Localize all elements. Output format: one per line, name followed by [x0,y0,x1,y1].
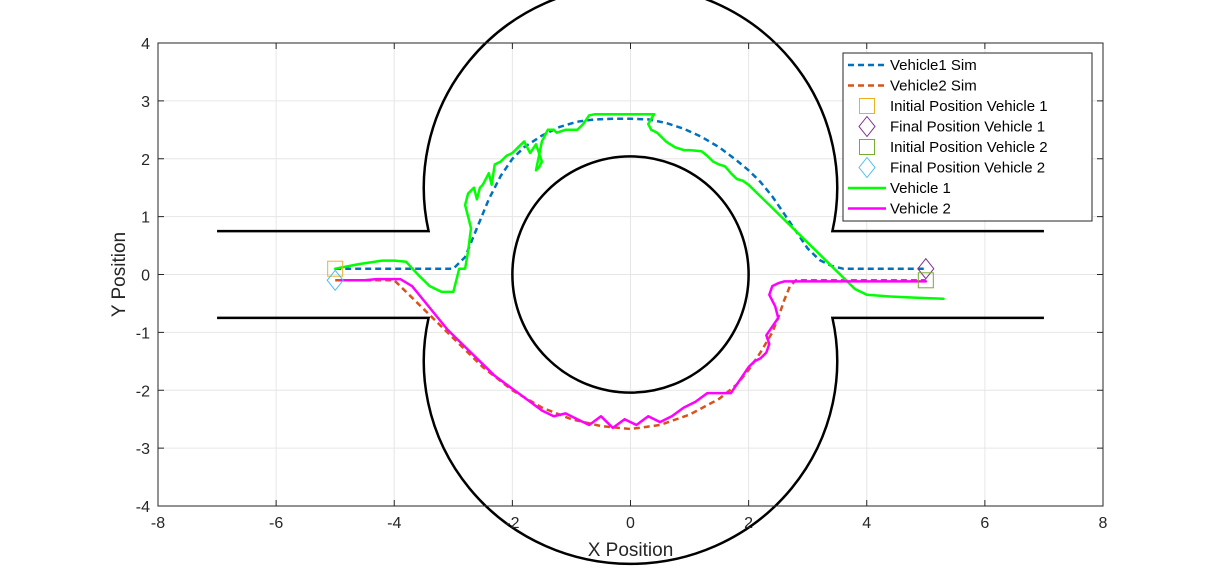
y-tick-label: -1 [136,325,150,342]
series-layer [333,112,945,431]
outer-boundary-bottom [217,316,1044,566]
tick-layer: -8 -6 -4 -2 0 2 4 6 8 -4 -3 -2 -1 0 1 2 3 4 [136,36,1108,532]
y-tick-label: 1 [141,210,150,227]
legend-swatch-initial-position-vehicle-1 [859,98,875,114]
track-outline [217,0,1044,566]
y-tick-label: 3 [141,94,150,111]
x-tick-label: -2 [505,515,519,532]
legend-label-initial-position-vehicle-1: Initial Position Vehicle 1 [890,98,1048,115]
y-tick-label: 0 [141,268,150,285]
y-axis-label: Y Position [109,232,130,317]
legend-swatch-final-position-vehicle-1 [858,115,876,138]
x-tick-label: 0 [626,515,635,532]
legend-label-vehicle-1: Vehicle 1 [890,180,951,197]
x-tick-label: -4 [387,515,401,532]
legend-box [842,52,1093,222]
legend-label-initial-position-vehicle-2: Initial Position Vehicle 2 [890,139,1048,156]
x-tick-label: 4 [862,515,871,532]
legend-swatch-final-position-vehicle-2 [858,156,876,179]
y-tick-label: -2 [136,383,150,400]
x-axis-label: X Position [588,540,674,561]
legend-swatch-initial-position-vehicle-2 [859,139,875,155]
y-tick-label: 2 [141,152,150,169]
marker-final-position-vehicle-2 [326,269,344,292]
series-line-vehicle-1 [333,112,945,301]
marker-layer [326,257,935,292]
legend-label-final-position-vehicle-1: Final Position Vehicle 1 [890,119,1045,136]
legend: Vehicle1 Sim Vehicle2 Sim Initial Position… [842,52,1093,222]
y-tick-label: 4 [141,36,150,53]
x-tick-label: -8 [151,515,165,532]
legend-label-vehicle1-sim: Vehicle1 Sim [890,57,977,74]
legend-label-final-position-vehicle-2: Final Position Vehicle 2 [890,160,1045,177]
marker-initial-position-vehicle-1 [327,260,344,277]
x-tick-label: 2 [744,515,753,532]
x-tick-label: 8 [1099,515,1108,532]
series-line-vehicle1-sim [335,117,926,270]
x-tick-label: -6 [269,515,283,532]
y-tick-label: -3 [136,441,150,458]
y-tick-label: -4 [136,499,150,516]
legend-label-vehicle-2: Vehicle 2 [890,201,951,218]
outer-boundary-top [217,0,1044,233]
inner-circle [511,155,750,394]
legend-label-vehicle2-sim: Vehicle2 Sim [890,78,977,95]
x-tick-label: 6 [980,515,989,532]
marker-initial-position-vehicle-2 [917,272,934,289]
series-line-vehicle-2 [339,277,928,430]
marker-final-position-vehicle-1 [917,257,935,280]
